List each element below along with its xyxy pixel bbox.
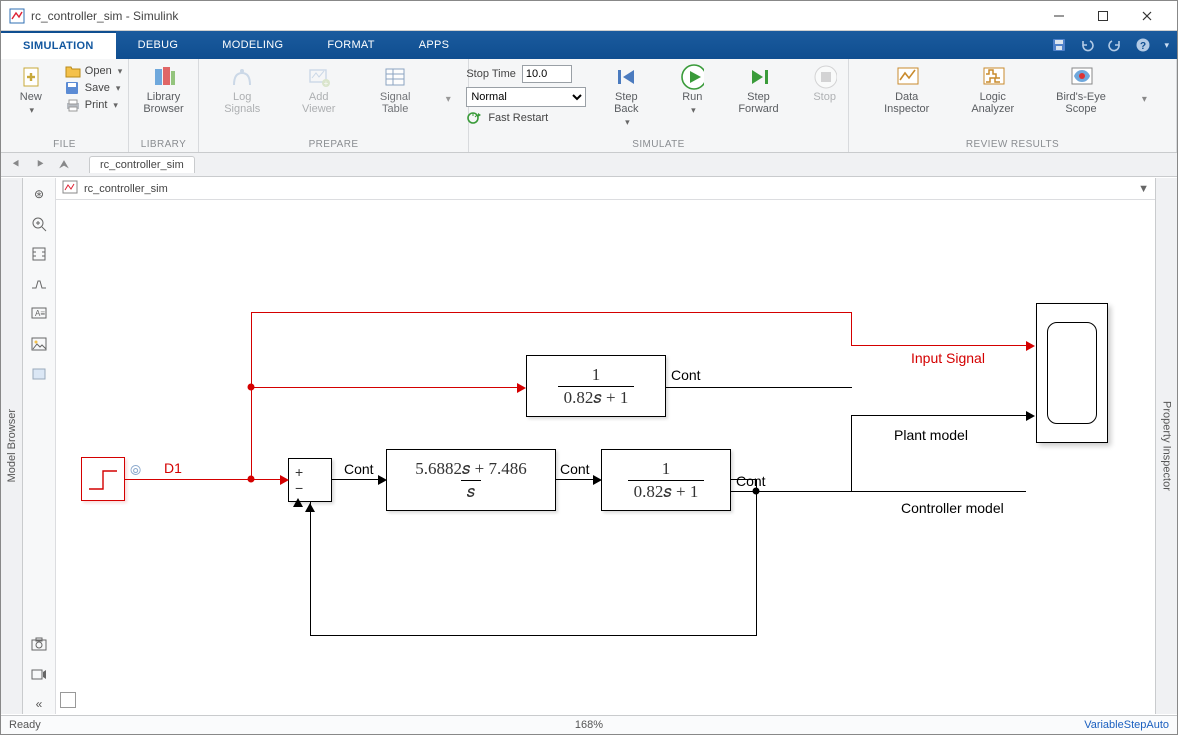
hide-browser-icon[interactable]: ⊛ <box>29 184 49 204</box>
cont-label-4: Cont <box>671 367 701 383</box>
ctrl-model-label: Controller model <box>901 500 1004 516</box>
open-button[interactable]: Open▾ <box>63 63 124 79</box>
path-bar: rc_controller_sim ▼ <box>56 178 1155 200</box>
status-left: Ready <box>9 719 41 731</box>
undo-icon[interactable] <box>1078 36 1096 54</box>
canvas-palette: ⊛ A≡ « <box>23 178 56 714</box>
stop-button[interactable]: Stop <box>799 63 851 105</box>
image-icon[interactable] <box>29 334 49 354</box>
controller-tf-block[interactable]: 5.6882𝑠 + 7.486𝑠 <box>386 449 556 511</box>
step-back-icon <box>614 65 638 89</box>
fit-view-icon[interactable] <box>29 244 49 264</box>
file-group-label: FILE <box>53 139 76 150</box>
tab-simulation[interactable]: SIMULATION <box>1 31 116 59</box>
maximize-button[interactable] <box>1081 2 1125 30</box>
property-inspector-rail[interactable]: Property Inspector <box>1155 178 1177 714</box>
tab-modeling[interactable]: MODELING <box>200 31 305 59</box>
wifi-badge-icon: ⦾ <box>130 462 141 479</box>
svg-text:+: + <box>323 79 328 88</box>
run-icon <box>680 65 704 89</box>
toolstrip-tabs: SIMULATION DEBUG MODELING FORMAT APPS ? … <box>1 31 1177 59</box>
step-forward-icon <box>747 65 771 89</box>
status-zoom: 168% <box>575 719 603 731</box>
birds-eye-button[interactable]: Bird's-Eye Scope <box>1050 63 1112 117</box>
help-icon[interactable]: ? <box>1134 36 1152 54</box>
close-button[interactable] <box>1125 2 1169 30</box>
redo-icon[interactable] <box>1106 36 1124 54</box>
stop-icon <box>813 65 837 89</box>
birds-eye-icon <box>1069 65 1093 89</box>
plant-model-label: Plant model <box>894 427 968 443</box>
restore-window-icon[interactable] <box>60 692 76 708</box>
zoom-in-icon[interactable] <box>29 214 49 234</box>
record-icon[interactable] <box>29 664 49 684</box>
sum-block[interactable]: + − <box>288 458 332 502</box>
screenshot-icon[interactable] <box>29 634 49 654</box>
signal-table-button[interactable]: Signal Table <box>369 63 421 117</box>
add-viewer-button[interactable]: + Add Viewer <box>293 63 345 117</box>
library-icon <box>152 65 176 89</box>
plant1-tf-block[interactable]: 10.82𝑠 + 1 <box>526 355 666 417</box>
minimize-button[interactable] <box>1037 2 1081 30</box>
tab-format[interactable]: FORMAT <box>305 31 396 59</box>
scope-block[interactable] <box>1036 303 1108 443</box>
cont-label-2: Cont <box>560 461 590 477</box>
nav-fwd-icon[interactable]: ⯈ <box>31 156 49 174</box>
signal-table-icon <box>383 65 407 89</box>
new-icon <box>19 65 43 89</box>
logic-analyzer-icon <box>981 65 1005 89</box>
cont-label-3: Cont <box>736 473 766 489</box>
sim-mode-select[interactable]: Normal <box>466 87 586 107</box>
input-signal-label: Input Signal <box>911 350 985 366</box>
model-badge-icon[interactable] <box>62 180 78 197</box>
step-back-button[interactable]: Step Back▾ <box>600 63 652 130</box>
svg-text:?: ? <box>1140 41 1146 52</box>
logic-analyzer-button[interactable]: Logic Analyzer <box>965 63 1020 117</box>
stop-time-input[interactable] <box>522 65 572 83</box>
model-tab[interactable]: rc_controller_sim <box>89 156 195 173</box>
path-dropdown-icon[interactable]: ▼ <box>1138 183 1149 195</box>
nav-back-icon[interactable]: ⯇ <box>7 156 25 174</box>
area-icon[interactable] <box>29 364 49 384</box>
title-bar: rc_controller_sim - Simulink <box>1 1 1177 31</box>
status-solver[interactable]: VariableStepAuto <box>1084 719 1169 731</box>
data-inspector-icon <box>895 65 919 89</box>
path-text[interactable]: rc_controller_sim <box>84 183 168 195</box>
model-browser-rail[interactable]: Model Browser <box>1 178 23 714</box>
prepare-expand[interactable]: ▾ <box>446 94 451 105</box>
collapse-palette-icon[interactable]: « <box>29 694 49 714</box>
svg-text:A≡: A≡ <box>35 309 45 318</box>
log-signals-icon <box>230 65 254 89</box>
model-canvas[interactable]: ⦾ D1 + − 5.6882𝑠 + 7.486𝑠 10.82𝑠 + 1 10.… <box>56 200 1155 714</box>
review-expand[interactable]: ▾ <box>1142 94 1147 105</box>
new-label: New <box>20 91 42 103</box>
status-bar: Ready 168% VariableStepAuto <box>1 715 1177 734</box>
new-button[interactable]: New ▾ <box>5 63 57 118</box>
tab-apps[interactable]: APPS <box>397 31 472 59</box>
log-signals-button[interactable]: Log Signals <box>216 63 268 117</box>
explorer-bar: ⯇ ⯈ ⮝ rc_controller_sim <box>1 153 1177 177</box>
window-title: rc_controller_sim - Simulink <box>31 9 1037 23</box>
run-button[interactable]: Run▾ <box>666 63 718 118</box>
fast-restart-button[interactable]: Fast Restart <box>466 111 586 125</box>
stop-time-label: Stop Time <box>466 68 516 80</box>
step-label: D1 <box>164 460 182 476</box>
add-viewer-icon: + <box>307 65 331 89</box>
save-quick-icon[interactable] <box>1050 36 1068 54</box>
step-forward-button[interactable]: Step Forward <box>732 63 784 117</box>
tab-debug[interactable]: DEBUG <box>116 31 201 59</box>
data-inspector-button[interactable]: Data Inspector <box>878 63 935 117</box>
simulink-icon <box>9 8 25 24</box>
step-block[interactable] <box>81 457 125 501</box>
ribbon: New ▾ Open▾ Save▾ Print▾ FILE <box>1 59 1177 153</box>
plant2-tf-block[interactable]: 10.82𝑠 + 1 <box>601 449 731 511</box>
save-button[interactable]: Save▾ <box>63 80 124 96</box>
sample-time-icon[interactable] <box>29 274 49 294</box>
library-browser-button[interactable]: Library Browser <box>137 63 189 117</box>
nav-up-icon[interactable]: ⮝ <box>55 156 73 174</box>
cont-label-1: Cont <box>344 461 374 477</box>
annotation-icon[interactable]: A≡ <box>29 304 49 324</box>
print-button[interactable]: Print▾ <box>63 97 124 113</box>
